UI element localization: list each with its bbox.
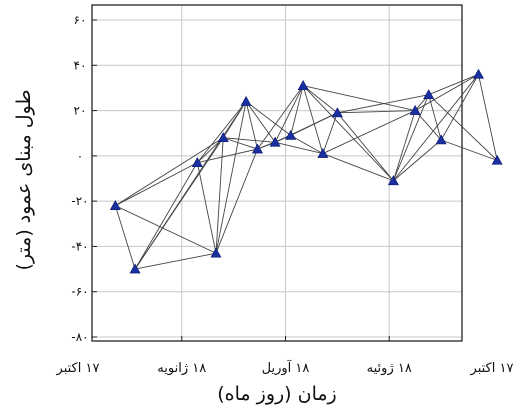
connection-line — [215, 148, 258, 254]
connection-line — [337, 112, 394, 182]
connection-line — [134, 162, 198, 270]
connection-line — [115, 137, 224, 207]
data-point-L — [331, 107, 343, 118]
connection-line — [223, 137, 258, 150]
data-point-G — [251, 143, 263, 154]
y-tick-label: ۶۰ — [74, 13, 87, 27]
connection-line — [428, 94, 498, 161]
y-tick-label: -۸۰ — [71, 330, 88, 344]
y-axis-label: طول مبنای عمود (متر) — [13, 90, 35, 271]
connection-line — [302, 85, 324, 154]
x-tick-label: ۱۷ اکتبر — [470, 361, 514, 376]
connection-line — [275, 141, 323, 155]
connection-line — [197, 148, 258, 164]
connection-line — [215, 137, 224, 254]
connection-line — [322, 112, 338, 154]
data-points — [109, 68, 503, 274]
data-point-F — [240, 95, 252, 106]
data-point-E — [217, 132, 229, 143]
connection-line — [393, 74, 479, 182]
x-tick-label: ۱۸ آوریل — [262, 359, 310, 376]
data-point-H — [269, 136, 281, 147]
y-tick-label: -۴۰ — [71, 239, 88, 253]
connection-line — [134, 101, 247, 270]
grid-lines — [92, 5, 462, 341]
connection-line — [337, 110, 416, 114]
connection-line — [303, 85, 416, 112]
data-point-Q — [472, 68, 484, 79]
x-tick-label: ۱۷ اکتبر — [56, 361, 100, 376]
data-point-R — [491, 154, 503, 165]
data-point-N — [409, 104, 421, 115]
data-point-I — [285, 129, 297, 140]
connection-line — [440, 139, 498, 161]
connection-line — [115, 162, 198, 207]
x-axis-ticks: ۱۷ اکتبر ۱۸ ژانویه ۱۸ آوریل ۱۸ ژوئیه ۱۷ اکتب… — [56, 336, 514, 376]
plot-frame — [91, 4, 463, 342]
data-point-C — [191, 157, 203, 167]
connection-line — [322, 110, 416, 155]
data-point-M — [387, 175, 399, 186]
connection-line — [222, 101, 247, 138]
data-point-A — [109, 200, 121, 210]
connection-line — [337, 94, 429, 114]
connection-line — [245, 101, 291, 136]
connection-line — [274, 85, 304, 143]
connection-line — [302, 85, 338, 114]
connection-line — [440, 74, 479, 141]
connection-line — [322, 153, 394, 182]
x-tick-label: ۱۸ ژانویه — [157, 361, 206, 376]
connection-line — [245, 101, 258, 150]
data-point-D — [210, 247, 222, 258]
data-point-P — [435, 134, 447, 145]
connection-line — [290, 135, 324, 154]
connection-line — [223, 137, 276, 143]
x-tick-label: ۱۸ ژوئیه — [367, 361, 412, 376]
connection-line — [393, 139, 442, 182]
connection-line — [115, 205, 217, 254]
connection-line — [215, 101, 247, 254]
connection-line — [257, 85, 304, 150]
data-point-J — [297, 80, 309, 90]
y-axis-ticks: ۶۰ ۴۰ ۲۰ ۰ -۲۰ -۴۰ -۶۰ -۸۰ — [71, 13, 97, 344]
connection-line — [392, 110, 416, 181]
connection-line — [428, 94, 442, 141]
y-tick-label: ۴۰ — [74, 58, 87, 72]
data-point-O — [423, 89, 435, 100]
connection-line — [134, 252, 217, 270]
connection-line — [196, 101, 247, 163]
connection-line — [428, 73, 479, 96]
connection-lines — [114, 73, 498, 270]
x-axis-label: زمان (روز ماه) — [217, 383, 336, 405]
connection-line — [196, 162, 217, 254]
connection-line — [392, 94, 430, 181]
connection-line — [414, 110, 442, 141]
y-tick-label: ۰ — [77, 149, 83, 163]
y-tick-label: -۲۰ — [71, 194, 88, 208]
y-tick-label: -۶۰ — [71, 285, 88, 299]
data-point-K — [317, 147, 329, 158]
connection-line — [290, 85, 304, 136]
connection-line — [245, 101, 276, 143]
connection-line — [302, 85, 394, 182]
connection-line — [114, 205, 136, 270]
connection-line — [414, 73, 479, 111]
data-point-B — [129, 263, 141, 274]
y-tick-label: ۲۰ — [74, 104, 87, 118]
connection-line — [478, 74, 498, 161]
